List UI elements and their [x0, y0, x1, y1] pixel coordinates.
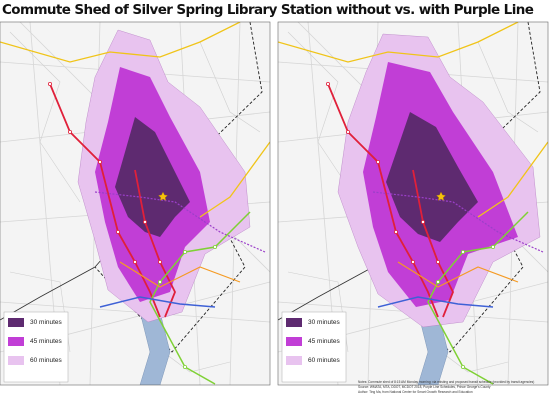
note: Author: Ting Ma, from National Center fo… — [358, 390, 473, 394]
note: Notes: Commute shed of 8:15 AM Monday mo… — [358, 380, 534, 384]
legend-label: 30 minutes — [30, 319, 63, 326]
legend-label: 45 minutes — [30, 338, 63, 345]
legend-label: 60 minutes — [308, 357, 341, 364]
legend-label: 30 minutes — [308, 319, 341, 326]
map-panel-with: 30 minutes 45 minutes 60 minutes — [277, 21, 549, 386]
legend-label: 45 minutes — [308, 338, 341, 345]
note: Source: WMATA, MTA, DDOT, MCDOT 2018, Pu… — [358, 385, 491, 389]
map-panel-without: 30 minutes 45 minutes 60 minutes — [0, 21, 271, 386]
title: Commute Shed of Silver Spring Library St… — [2, 2, 534, 18]
legend-label: 60 minutes — [30, 357, 63, 364]
